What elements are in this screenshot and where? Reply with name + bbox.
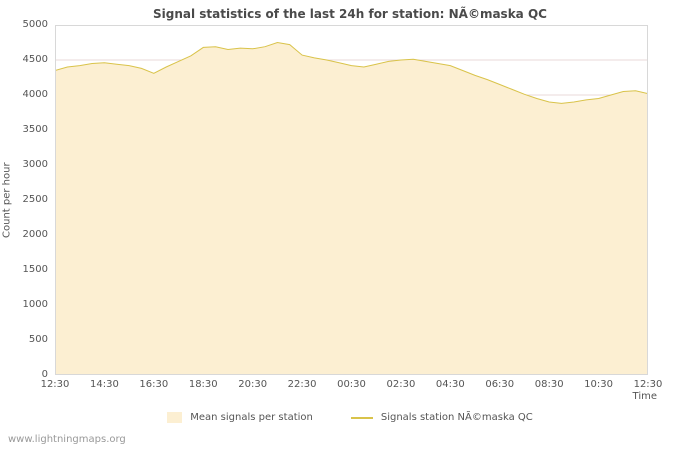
x-axis-ticks: 12:30 14:30 16:30 18:30 20:30 22:30 00:30 02:30… (41, 379, 663, 391)
y-tick-label: 4500 (22, 54, 48, 65)
x-tick-label: 08:30 (534, 379, 564, 390)
y-tick-label: 2000 (22, 229, 48, 240)
y-tick-label: 3000 (22, 159, 48, 170)
y-tick-label: 3500 (22, 124, 48, 135)
y-tick-label: 5000 (22, 19, 48, 30)
x-tick-label: 18:30 (188, 379, 218, 390)
x-tick-label: 22:30 (287, 379, 317, 390)
x-tick-label: 04:30 (435, 379, 465, 390)
x-tick-label: 00:30 (337, 379, 366, 390)
x-tick-label: 12:30 (633, 379, 663, 390)
legend-line-swatch-icon (350, 416, 373, 419)
x-tick-label: 06:30 (485, 379, 515, 390)
y-tick-label: 0 (41, 369, 48, 380)
y-tick-label: 1000 (22, 299, 48, 310)
x-axis-label: Time (632, 391, 657, 402)
x-tick-label: 02:30 (386, 379, 416, 390)
y-tick-label: 1500 (22, 264, 48, 275)
watermark: www.lightningmaps.org (8, 434, 126, 445)
legend: Mean signals per station Signals station… (0, 412, 700, 423)
legend-label-station: Signals station NÃ©maska QC (380, 412, 533, 423)
y-axis-ticks: 0 500 1000 1500 2000 2500 3000 3500 4000 4500 5000 (0, 0, 50, 450)
legend-label-mean: Mean signals per station (190, 412, 313, 423)
y-tick-label: 4000 (22, 89, 48, 100)
x-tick-label: 20:30 (238, 379, 268, 390)
plot-area (55, 25, 648, 375)
y-tick-label: 2500 (22, 194, 48, 205)
x-tick-label: 12:30 (40, 379, 70, 390)
signal-area-chart (55, 25, 648, 375)
legend-area-swatch-icon (167, 412, 183, 423)
chart-title: Signal statistics of the last 24h for st… (153, 7, 547, 21)
x-tick-label: 10:30 (584, 379, 613, 390)
x-tick-label: 14:30 (89, 379, 119, 390)
x-tick-label: 16:30 (139, 379, 169, 390)
y-tick-label: 500 (28, 334, 48, 345)
